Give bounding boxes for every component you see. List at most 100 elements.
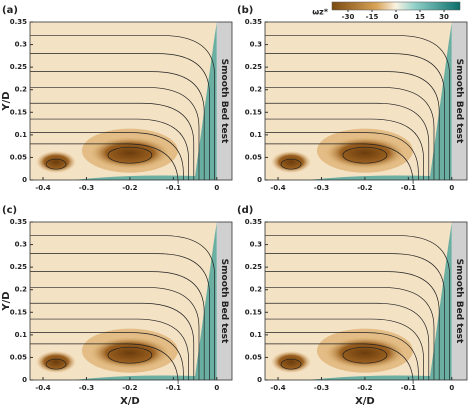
y-tick-label: 0.2 — [250, 86, 263, 94]
streamline — [30, 332, 184, 380]
y-tick-label: 0 — [257, 176, 262, 184]
y-tick-label: 0.05 — [245, 153, 262, 161]
y-axis-label: Y/D — [1, 291, 12, 311]
panel: Smooth Bed test (d) 0 0.05 0.1 0.15 0.2 0.25 0.3… — [237, 205, 468, 407]
vortex-core — [324, 136, 405, 169]
y-tick-label: 0.35 — [10, 18, 27, 26]
y-tick-label: 0.15 — [10, 108, 27, 116]
colorbar-tick-label: 30 — [439, 13, 449, 21]
y-tick-label: 0.3 — [250, 241, 263, 249]
x-tick-label: 0 — [449, 184, 454, 192]
streamline — [30, 318, 189, 380]
vortex-core — [36, 150, 77, 173]
y-tick-label: 0.3 — [250, 41, 263, 49]
streamline — [265, 271, 440, 380]
x-tick-label: -0.4 — [35, 184, 50, 192]
panel: Smooth Bed test (a) 0 0.05 0.1 0.15 0.2 0.25 0.3… — [1, 5, 233, 192]
y-tick-label: 0.2 — [250, 286, 263, 294]
streamline — [30, 271, 205, 380]
streamline — [265, 132, 419, 180]
y-tick-label: 0.35 — [245, 18, 262, 26]
wall-label: Smooth Bed test — [219, 59, 229, 144]
streamline — [30, 87, 200, 180]
y-tick-label: 0.3 — [15, 41, 28, 49]
streamline — [265, 302, 430, 380]
y-tick-label: 0.3 — [15, 241, 28, 249]
x-tick-label: -0.2 — [122, 184, 137, 192]
x-tick-label: -0.3 — [314, 384, 329, 392]
streamline — [342, 146, 388, 164]
streamline — [342, 346, 388, 364]
y-tick-label: 0.05 — [245, 353, 262, 361]
y-tick-label: 0.35 — [245, 218, 262, 226]
wall-label: Smooth Bed test — [219, 259, 229, 344]
y-tick-label: 0.15 — [10, 308, 27, 316]
streamline — [107, 346, 153, 364]
streamline — [265, 102, 430, 180]
vortex-core — [89, 136, 170, 169]
y-tick-label: 0.2 — [15, 86, 28, 94]
x-tick-label: -0.4 — [35, 384, 50, 392]
streamline — [30, 287, 200, 380]
y-tick-label: 0.25 — [10, 263, 27, 271]
streamline — [30, 302, 195, 380]
y-tick-label: 0.05 — [10, 353, 27, 361]
colorbar-tick-label: -15 — [366, 13, 379, 21]
panel-label: (d) — [237, 205, 253, 216]
streamline — [30, 343, 179, 384]
panel-label: (c) — [2, 205, 17, 216]
wall-jet — [73, 22, 217, 180]
streamline — [265, 143, 414, 184]
vortex-core — [271, 350, 312, 373]
vortex-core — [324, 336, 405, 369]
vortex-core — [89, 336, 170, 369]
x-tick-label: -0.4 — [270, 184, 285, 192]
streamline — [265, 235, 450, 380]
y-tick-label: 0.25 — [245, 263, 262, 271]
y-tick-label: 0 — [257, 376, 262, 384]
plot-frame — [29, 21, 233, 181]
wall-jet — [73, 222, 217, 380]
x-tick-label: -0.2 — [357, 184, 372, 192]
plot-frame — [264, 21, 468, 181]
x-axis-label: X/D — [355, 396, 375, 407]
colorbar-label: ωz* — [312, 8, 329, 17]
streamline — [280, 158, 302, 170]
x-tick-label: 0 — [214, 384, 219, 392]
streamline — [30, 118, 189, 180]
wall-label: Smooth Bed test — [454, 259, 464, 344]
streamline — [265, 318, 424, 380]
colorbar-tick-label: -30 — [342, 13, 355, 21]
y-tick-label: 0.15 — [245, 108, 262, 116]
colorbar — [331, 1, 461, 11]
y-tick-label: 0.1 — [15, 131, 28, 139]
y-tick-label: 0.2 — [15, 286, 28, 294]
x-axis-label: X/D — [120, 396, 140, 407]
y-tick-label: 0.35 — [10, 218, 27, 226]
streamline — [30, 253, 210, 380]
x-tick-label: -0.3 — [79, 184, 94, 192]
streamline — [280, 358, 302, 370]
x-tick-label: -0.3 — [314, 184, 329, 192]
streamline — [265, 332, 419, 380]
panel-label: (b) — [237, 5, 253, 16]
y-tick-label: 0.1 — [15, 331, 28, 339]
wall — [451, 222, 467, 380]
streamline — [30, 71, 205, 180]
wall — [451, 22, 467, 180]
x-tick-label: -0.1 — [166, 384, 181, 392]
x-tick-label: -0.1 — [401, 184, 416, 192]
plot-frame — [29, 221, 233, 381]
plot-frame — [264, 221, 468, 381]
streamline — [30, 53, 210, 180]
wall — [216, 222, 232, 380]
streamline — [265, 343, 414, 384]
colorbar-tick-label: 0 — [394, 13, 399, 21]
streamline — [265, 118, 424, 180]
y-tick-label: 0 — [22, 176, 27, 184]
wall — [216, 22, 232, 180]
x-tick-label: -0.2 — [357, 384, 372, 392]
streamline — [30, 102, 195, 180]
streamline — [265, 53, 445, 180]
